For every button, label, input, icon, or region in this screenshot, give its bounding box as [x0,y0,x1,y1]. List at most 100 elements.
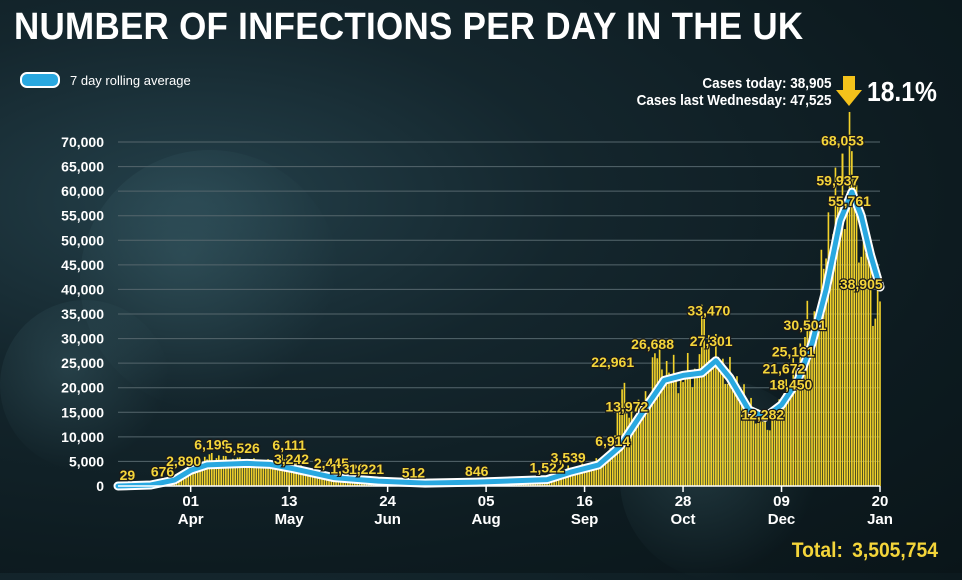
bar [680,372,682,486]
bar [767,430,769,486]
bar [846,197,848,486]
x-tick-month: Jan [867,511,893,528]
y-tick-label: 45,000 [61,257,104,273]
bar [788,396,790,486]
bar [675,381,677,486]
total-cases: Total: 3,505,754 [792,539,938,563]
bar [830,261,832,486]
bar [656,358,658,486]
data-label: 27,301 [690,333,733,349]
bar [722,359,724,486]
data-label: 12,282 [741,407,784,423]
bar [818,314,820,486]
y-tick-label: 25,000 [61,355,104,371]
bar [839,204,841,486]
data-label: 1,221 [349,461,384,477]
x-tick-day: 24 [379,493,396,510]
y-tick-label: 5,000 [69,453,104,469]
bar [678,393,680,486]
total-label: Total: [792,539,843,562]
bar [663,385,665,486]
bar [755,424,757,486]
bar [760,420,762,486]
bar [762,422,764,486]
bar [713,365,715,486]
bar [696,371,698,486]
bar [654,353,656,486]
data-label: 6,914 [595,433,630,449]
bar [764,417,766,486]
bar [853,178,855,486]
bar [849,112,851,486]
bar [263,466,265,486]
y-tick-label: 65,000 [61,159,104,175]
bar [659,339,661,486]
bar [710,367,712,486]
y-tick-label: 55,000 [61,208,104,224]
data-label: 3,242 [274,451,309,467]
y-tick-label: 50,000 [61,232,104,248]
bar [863,211,865,486]
bar [877,279,879,486]
bar [694,369,696,486]
bar [671,374,673,486]
bar [668,373,670,486]
x-tick-month: Apr [178,511,204,528]
bar [717,357,719,486]
x-tick-day: 05 [478,493,495,510]
bar [727,384,729,486]
bar [867,259,869,486]
bar [856,185,858,486]
y-tick-label: 0 [96,478,104,494]
data-label: 3,539 [551,450,586,466]
data-label: 512 [402,464,426,480]
bar [774,419,776,486]
bar [720,370,722,486]
data-label: 68,053 [821,133,864,149]
data-label: 26,688 [631,336,674,352]
bar [858,263,860,486]
y-tick-label: 10,000 [61,429,104,445]
x-tick-day: 16 [576,493,593,510]
data-label: 33,470 [687,303,730,319]
daily-case-bars [120,112,881,486]
bar [724,384,726,486]
bar [879,301,881,486]
data-label: 59,937 [816,172,859,188]
bar [790,394,792,486]
data-label: 5,526 [225,440,260,456]
data-label: 22,961 [591,354,634,370]
data-label: 38,905 [840,276,883,292]
bar [708,335,710,486]
bar [682,382,684,486]
x-tick-month: May [275,511,305,528]
bar [649,397,651,486]
total-value: 3,505,754 [852,539,938,562]
data-label: 2,890 [166,453,201,469]
data-label: 55,761 [828,193,871,209]
x-tick-month: Dec [768,511,796,528]
x-tick-month: Aug [472,511,501,528]
y-tick-label: 15,000 [61,404,104,420]
x-tick-month: Oct [671,511,696,528]
bar [874,319,876,486]
bar [734,384,736,486]
data-label: 25,161 [772,343,815,359]
bar [685,378,687,486]
bar [771,414,773,486]
bar [739,401,741,486]
bar [753,420,755,486]
bar [872,326,874,486]
bar [211,453,213,486]
bar [631,406,633,486]
y-tick-label: 20,000 [61,380,104,396]
bar [635,422,637,486]
bar [844,229,846,486]
bar [769,430,771,486]
bar [626,413,628,486]
bar [689,375,691,486]
y-tick-label: 70,000 [61,134,104,150]
